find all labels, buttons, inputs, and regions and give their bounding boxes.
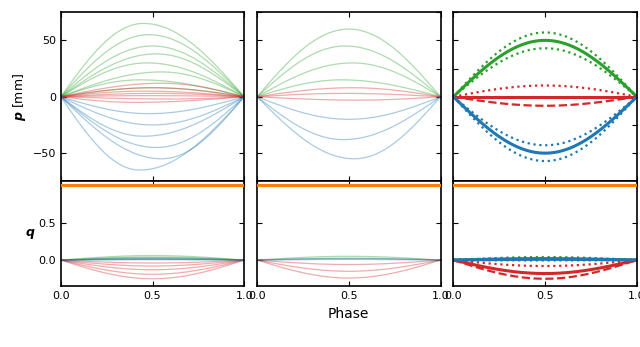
X-axis label: Phase: Phase	[328, 307, 369, 321]
Y-axis label: $\boldsymbol{q}$: $\boldsymbol{q}$	[25, 227, 35, 241]
Y-axis label: $\boldsymbol{p}$ [mm]: $\boldsymbol{p}$ [mm]	[12, 73, 28, 121]
